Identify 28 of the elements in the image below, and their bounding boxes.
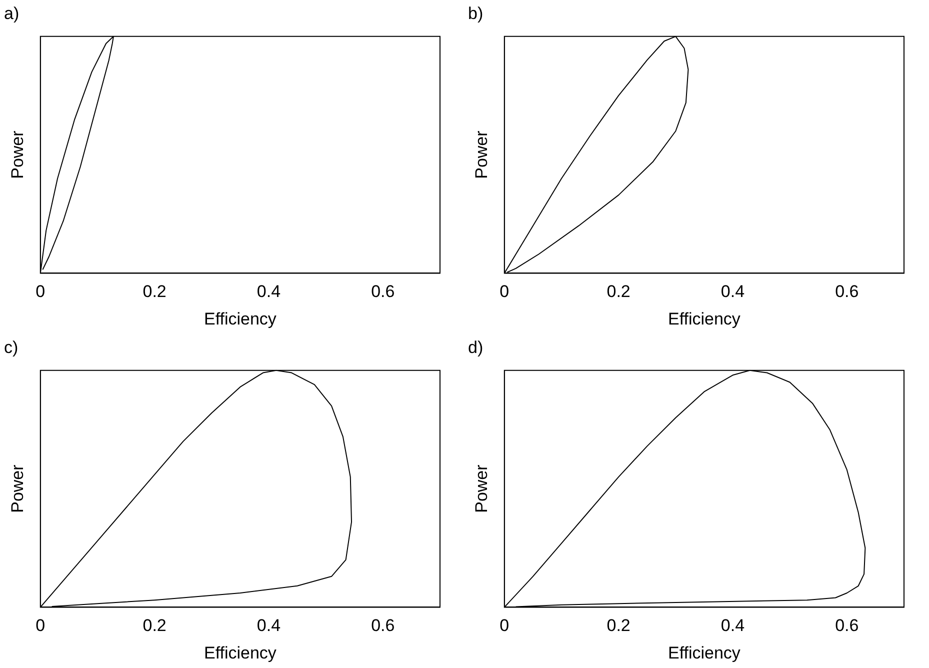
chart-title: a) — [4, 4, 20, 23]
x-tick-label: 0.2 — [606, 616, 630, 636]
x-axis-title: Efficiency — [204, 643, 277, 662]
x-tick-label: 0.6 — [835, 616, 859, 636]
x-tick-label: 0 — [36, 282, 46, 302]
x-tick-label: 0.4 — [720, 616, 745, 636]
x-tick-label: 0 — [500, 616, 510, 636]
x-tick-label: 0.4 — [720, 282, 745, 302]
chart-title: d) — [468, 338, 484, 357]
chart-title: b) — [468, 4, 484, 23]
y-axis-title: Power — [472, 130, 491, 179]
x-tick-label: 0 — [500, 282, 510, 302]
x-tick-label: 0.6 — [835, 282, 859, 302]
x-tick-label: 0.2 — [142, 282, 166, 302]
y-axis-title: Power — [8, 130, 27, 179]
x-tick-label: 0 — [36, 616, 46, 636]
x-tick-label: 0.4 — [256, 616, 281, 636]
x-axis-title: Efficiency — [668, 643, 741, 662]
x-axis-title: Efficiency — [668, 309, 741, 328]
x-tick-label: 0.2 — [142, 616, 166, 636]
x-tick-label: 0.6 — [371, 282, 395, 302]
x-tick-label: 0.2 — [606, 282, 630, 302]
y-axis-title: Power — [472, 464, 491, 513]
chart-title: c) — [4, 338, 18, 357]
y-axis-title: Power — [8, 464, 27, 513]
x-tick-label: 0.6 — [371, 616, 395, 636]
x-tick-label: 0.4 — [256, 282, 281, 302]
x-axis-title: Efficiency — [204, 309, 277, 328]
